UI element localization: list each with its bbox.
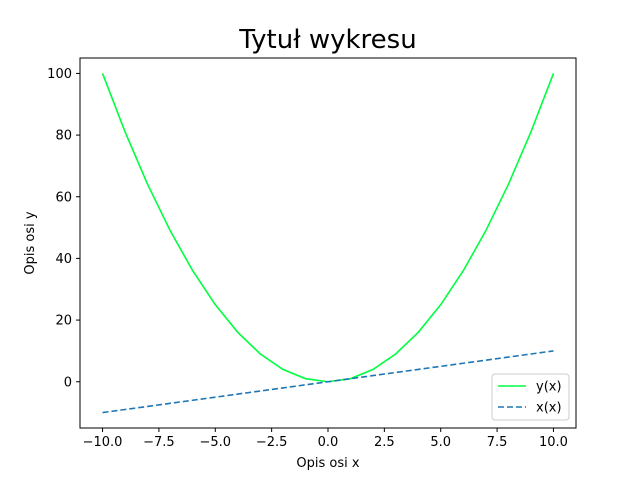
y-tick-label: 80 <box>55 129 72 144</box>
x-tick-label: 0.0 <box>318 435 339 450</box>
legend: y(x) x(x) <box>491 373 570 421</box>
legend-label-y: y(x) <box>536 380 562 395</box>
y-tick-label: 100 <box>47 67 72 82</box>
series-line-x <box>102 350 554 414</box>
y-tick-label: 20 <box>55 314 72 329</box>
y-tick-label: 40 <box>55 252 72 267</box>
legend-label-x: x(x) <box>536 401 562 416</box>
x-tick-label: −10.0 <box>83 435 123 450</box>
x-tick-label: 2.5 <box>374 435 395 450</box>
x-tick-label: −5.0 <box>199 435 231 450</box>
chart-title: Tytuł wykresu <box>238 25 416 55</box>
y-tick-label: 60 <box>55 190 72 205</box>
y-axis-ticks: 0 20 40 60 80 100 <box>47 67 80 390</box>
x-tick-label: 10.0 <box>539 435 568 450</box>
y-axis-label: Opis osi y <box>23 211 38 274</box>
series-layer <box>101 73 555 414</box>
x-tick-label: 5.0 <box>430 435 451 450</box>
x-axis-ticks: −10.0 −7.5 −5.0 −2.5 0.0 2.5 5.0 7.5 10.0 <box>83 428 568 450</box>
x-tick-label: 7.5 <box>487 435 508 450</box>
x-tick-label: −2.5 <box>256 435 288 450</box>
x-tick-label: −7.5 <box>143 435 175 450</box>
x-axis-label: Opis osi x <box>296 456 359 471</box>
y-tick-label: 0 <box>64 375 72 390</box>
